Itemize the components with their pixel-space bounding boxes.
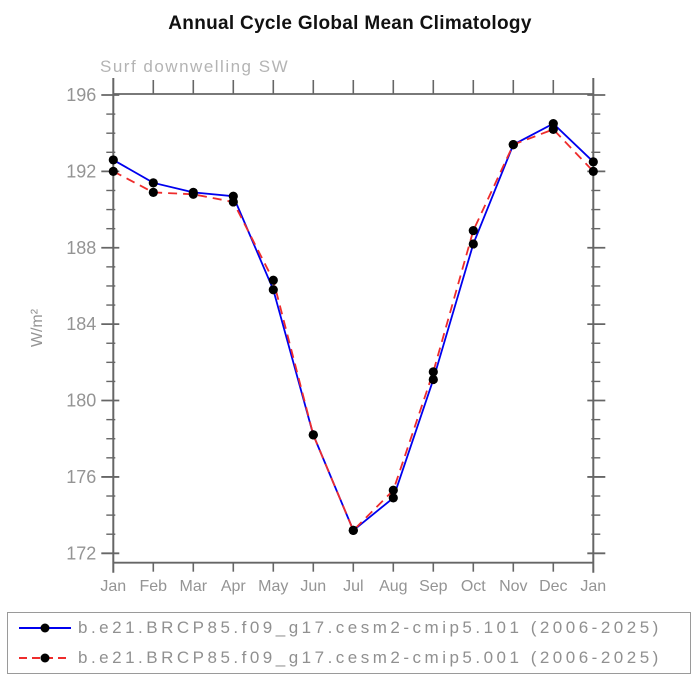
legend-label-101: b.e21.BRCP85.f09_g17.cesm2-cmip5.101 (20… — [78, 618, 662, 637]
series-line-solid — [112, 122, 594, 532]
plot-area: 172 176 180 184 188 192 196 Jan Feb Mar Apr May Jun J… — [29, 78, 606, 595]
legend-line-sample-solid — [19, 623, 71, 633]
x-tick-label: Dec — [539, 578, 567, 595]
data-point — [468, 239, 478, 249]
data-point — [348, 525, 358, 535]
data-point — [428, 367, 438, 377]
x-tick-label: Feb — [140, 578, 168, 595]
data-point — [108, 166, 118, 176]
x-tick-label: Apr — [221, 578, 247, 595]
y-tick-label: 184 — [66, 314, 96, 334]
legend-marker-dot — [40, 653, 50, 663]
data-point — [468, 225, 478, 236]
chart-title: Annual Cycle Global Mean Climatology — [168, 13, 532, 34]
data-point — [108, 155, 118, 165]
data-point — [508, 140, 518, 150]
data-point — [148, 178, 158, 188]
x-tick-label: Jul — [343, 578, 363, 595]
legend: b.e21.BRCP85.f09_g17.cesm2-cmip5.101 (20… — [7, 612, 691, 674]
legend-item-001: b.e21.BRCP85.f09_g17.cesm2-cmip5.001 (20… — [8, 643, 690, 673]
data-point — [228, 197, 238, 207]
legend-item-101: b.e21.BRCP85.f09_g17.cesm2-cmip5.101 (20… — [8, 613, 690, 643]
data-point — [428, 374, 438, 385]
x-tick-label: Oct — [461, 578, 486, 595]
data-point — [188, 189, 198, 199]
y-tick-label: 176 — [66, 467, 96, 487]
data-point — [148, 187, 158, 197]
x-tick-label: Mar — [180, 578, 208, 595]
data-point — [388, 493, 398, 503]
data-point — [588, 157, 598, 167]
data-point — [268, 285, 278, 295]
y-axis-label: W/m² — [29, 308, 46, 347]
data-point — [388, 485, 398, 495]
series-line-dashed — [112, 128, 594, 532]
chart-subtitle: Surf downwelling SW — [100, 57, 290, 76]
legend-label-001: b.e21.BRCP85.f09_g17.cesm2-cmip5.001 (20… — [78, 648, 662, 667]
x-tick-label: Jan — [100, 578, 126, 595]
y-tick-label: 180 — [66, 391, 96, 411]
x-tick-label: Nov — [499, 578, 527, 595]
data-point — [268, 275, 278, 285]
legend-line-sample-dashed — [19, 653, 71, 663]
data-point — [308, 430, 318, 440]
y-tick-label: 172 — [66, 543, 96, 563]
data-point — [588, 166, 598, 176]
data-point — [548, 124, 558, 134]
x-tick-label: May — [258, 578, 288, 595]
x-tick-label: Jun — [300, 578, 326, 595]
legend-marker-dot — [40, 623, 50, 633]
x-tick-label: Aug — [379, 578, 407, 595]
y-tick-label: 188 — [66, 238, 96, 258]
y-tick-label: 196 — [66, 85, 96, 105]
y-tick-label: 192 — [66, 161, 96, 181]
x-tick-label: Jan — [580, 578, 606, 595]
x-tick-label: Sep — [419, 578, 448, 595]
